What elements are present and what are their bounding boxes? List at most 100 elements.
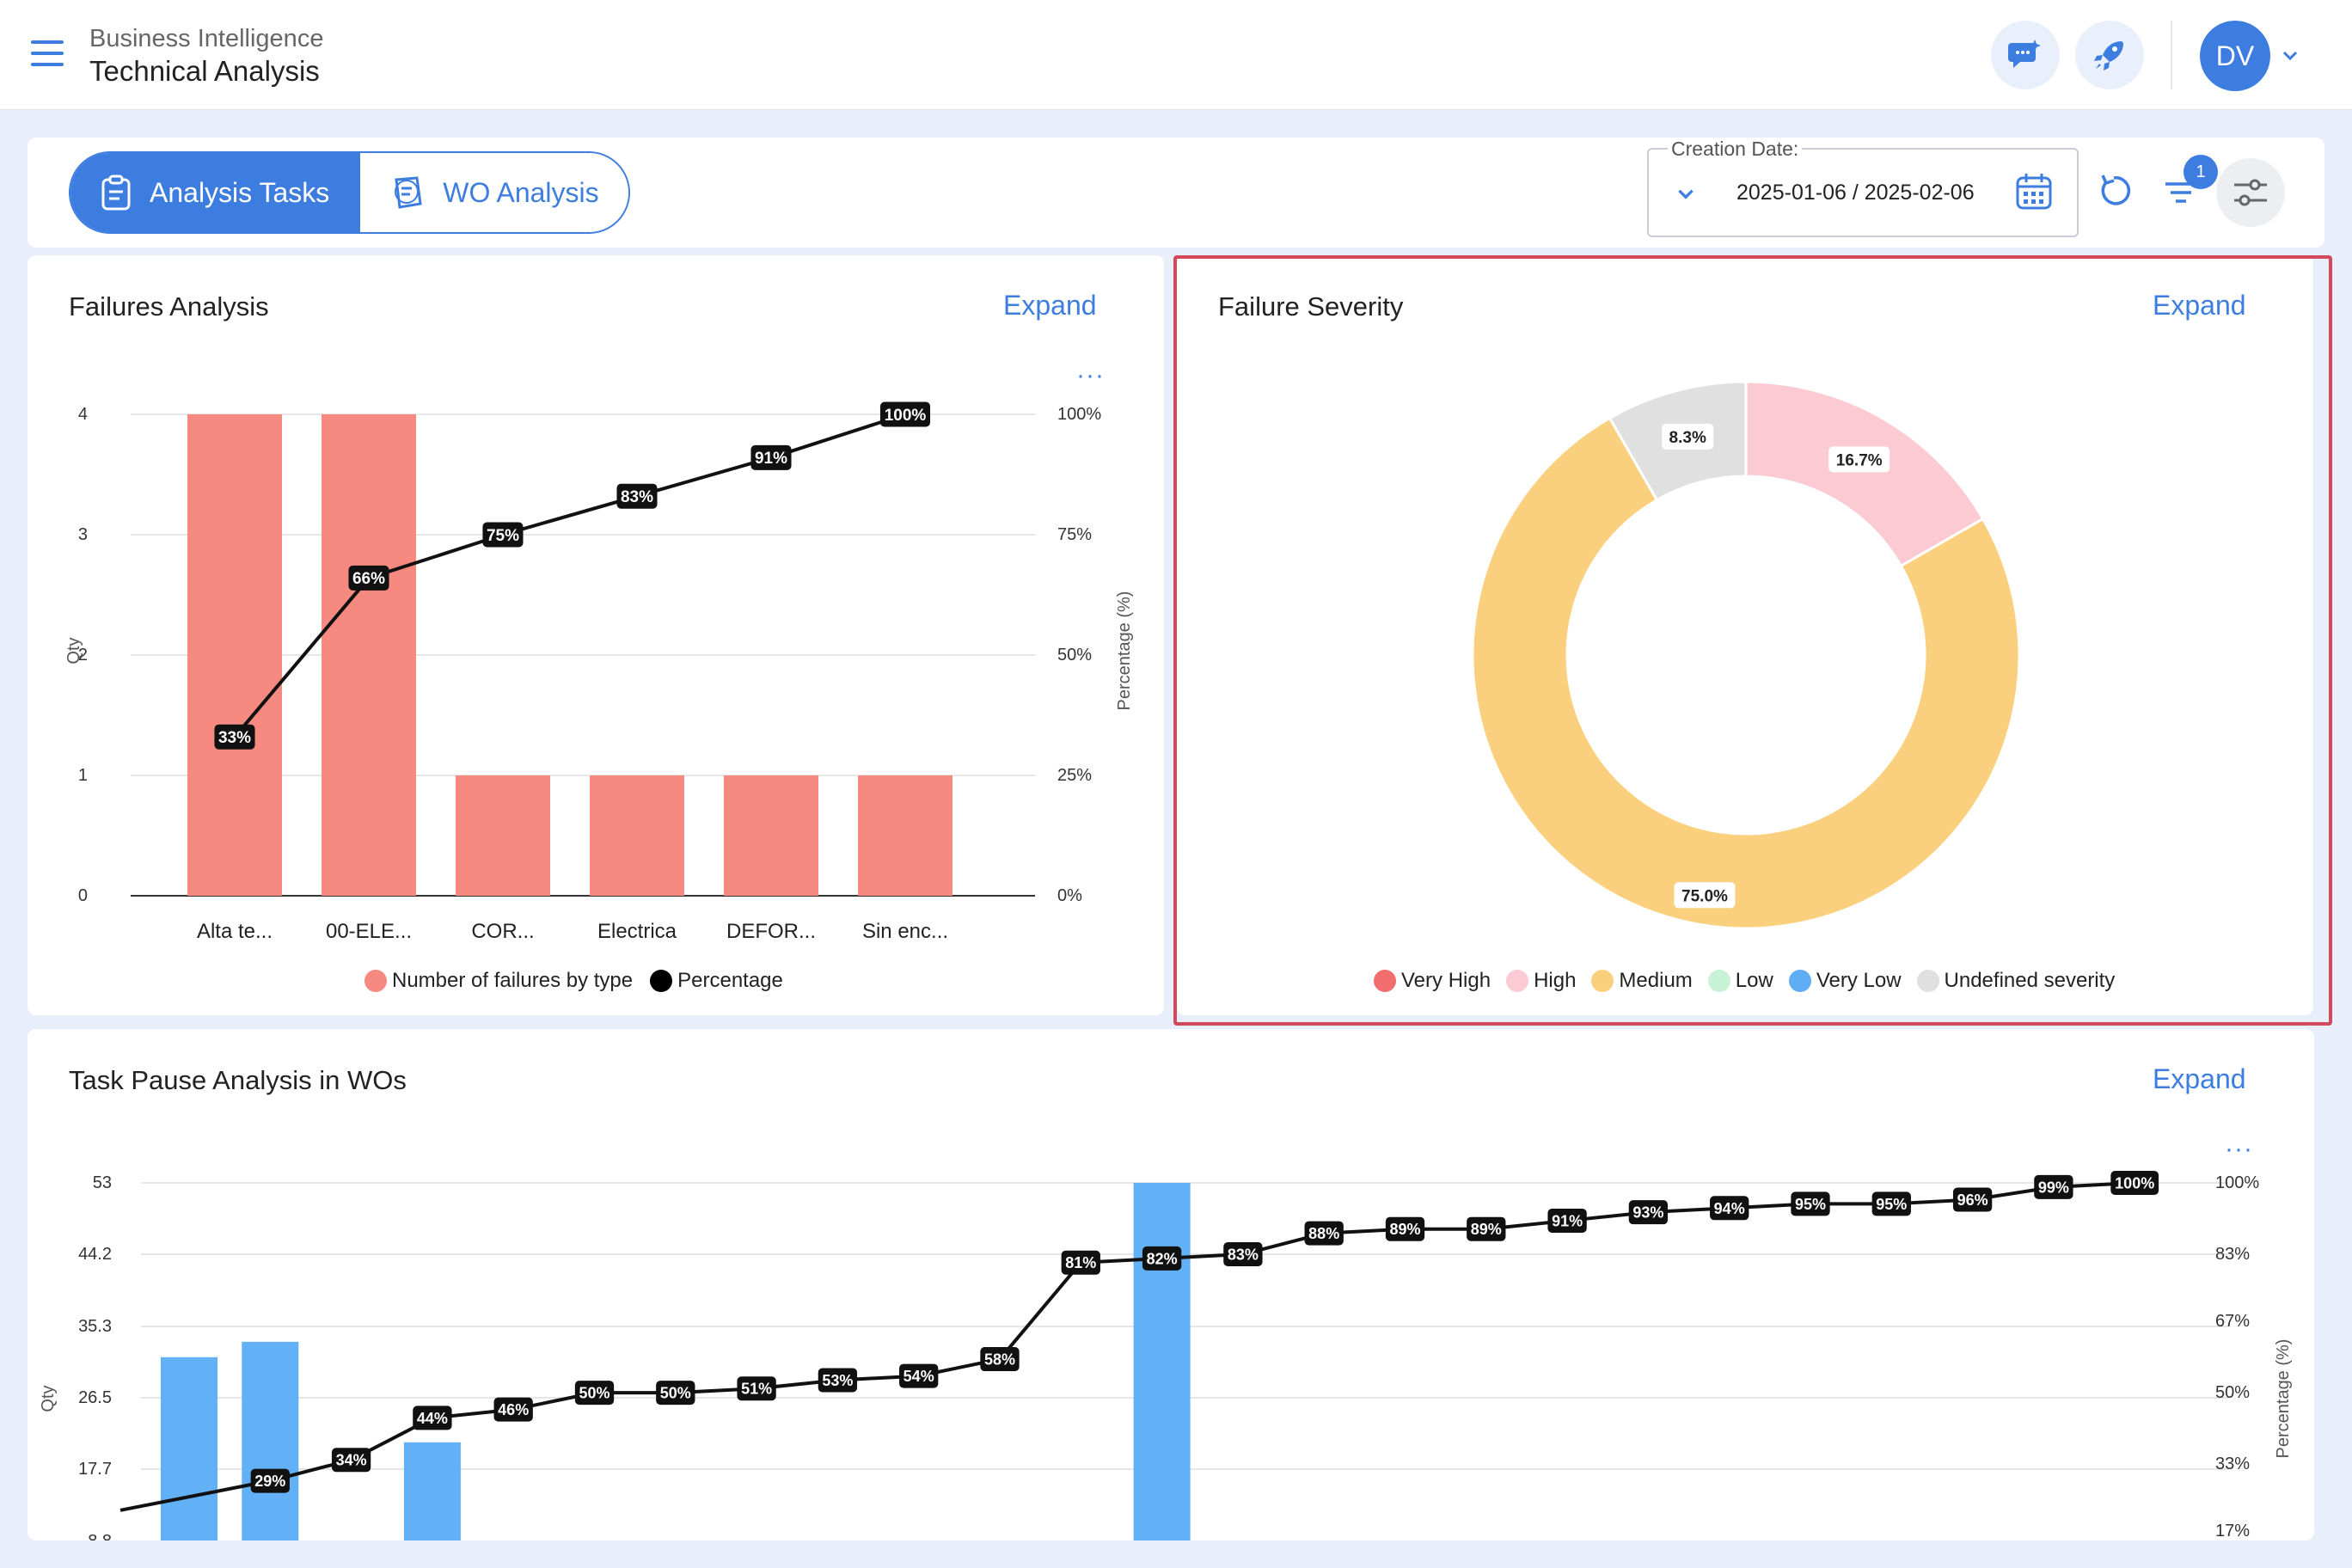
task-pause-expand-link[interactable]: Expand [2153,1063,2246,1094]
percentage-data-label-bg [482,522,524,548]
y2-axis-label: Percentage (%) [2274,1339,2293,1459]
creation-date-picker[interactable]: Creation Date: 2025-01-06 / 2025-02-06 [1647,138,2079,237]
severity-legend: Very High High Medium Low Very Low Undefined … [1374,969,2115,993]
percentage-data-label-bg [899,1363,939,1388]
task-pause-analysis-card: Task Pause Analysis in WOs Expand ··· 8.… [28,1029,2314,1540]
percentage-data-label: 58% [984,1351,1015,1369]
percentage-data-label-bg [1467,1216,1506,1241]
bar-4 [590,775,684,896]
y2-tick-label: 17% [2215,1522,2250,1540]
percentage-data-label-bg [2034,1174,2073,1199]
legend-item-low[interactable]: Low [1707,969,1773,993]
x-tick-label: Sin enc... [862,920,948,943]
legend-label: High [1534,969,1577,992]
slice-data-label-bg [1674,882,1736,909]
percentage-data-label: 46% [498,1401,529,1418]
percentage-data-label: 100% [885,407,927,425]
y-tick-label: 3 [78,525,88,544]
percentage-data-label-bg [656,1381,695,1406]
tab-wo-analysis[interactable]: WO Analysis [358,153,628,232]
percentage-data-label-bg [413,1406,452,1430]
avatar[interactable]: DV [2200,21,2270,91]
percentage-data-label: 95% [1876,1196,1907,1213]
sliders-icon [2234,179,2267,206]
y-tick-label: 4 [78,405,88,424]
percentage-data-label-bg [879,401,931,427]
legend-label: Number of failures by type [392,969,634,992]
legend-item-undefined-severity[interactable]: Undefined severity [1916,969,2116,993]
percentage-data-label: 53% [822,1372,853,1389]
refresh-button[interactable] [2094,170,2137,213]
failures-pareto-chart: 0 1 2 3 4 0% 25% 50% 75% 100% Qty Percentage (%) Alt… [64,401,1134,943]
percentage-data-label: 44% [417,1410,448,1427]
legend-label: Low [1735,969,1773,992]
chat-assistant-button[interactable] [1991,21,2060,89]
calendar-icon[interactable] [2015,172,2053,211]
settings-sliders-button[interactable] [2216,158,2285,227]
legend-swatch [1591,970,1614,992]
failures-expand-link[interactable]: Expand [1003,290,1097,321]
chevron-down-icon[interactable] [2280,45,2300,65]
legend-item-medium[interactable]: Medium [1591,969,1693,993]
legend-swatch [1788,970,1811,992]
slice-medium [1471,416,2021,930]
legend-swatch [1506,970,1529,992]
date-range-value: 2025-01-06 / 2025-02-06 [1736,181,1975,205]
task-pause-pareto-chart: 8.8 17.7 26.5 35.3 44.2 53 17% 33% 50% 67% 83% 100%… [39,1171,2293,1540]
slice-data-label-bg [1828,446,1890,473]
legend-item-failures[interactable]: Number of failures by type [364,969,633,993]
percentage-line [233,413,906,738]
failures-legend: Number of failures by type Percentage [364,969,783,993]
bar-1 [161,1357,217,1540]
bar-5 [724,775,818,896]
menu-icon[interactable] [31,40,64,68]
y2-tick-label: 75% [1057,525,1092,544]
toolbar: Analysis Tasks WO Analysis Creation Date… [28,138,2324,248]
severity-expand-link[interactable]: Expand [2153,290,2246,321]
legend-label: Medium [1619,969,1693,992]
failures-analysis-card: Failures Analysis Expand ··· 0 1 2 3 4 0% 25% 5… [28,255,1164,1015]
percentage-data-label: 75% [487,527,519,545]
launch-button[interactable] [2075,21,2144,89]
legend-item-very-low[interactable]: Very Low [1788,969,1902,993]
bar-2 [322,414,416,896]
percentage-data-label-bg [1871,1191,1911,1216]
legend-item-very-high[interactable]: Very High [1374,969,1491,993]
tab-analysis-tasks-label: Analysis Tasks [150,176,330,208]
bar-4 [403,1442,461,1540]
y2-tick-label: 33% [2215,1455,2250,1473]
legend-label: Very Low [1816,969,1902,992]
x-tick-label: DEFOR... [726,920,816,943]
legend-label: Percentage [677,969,783,992]
refresh-icon [2101,175,2131,205]
y-tick-label: 0 [78,886,88,905]
y2-tick-label: 25% [1057,766,1092,785]
percentage-data-label: 66% [352,570,385,588]
x-tick-label: Alta te... [197,920,273,943]
legend-label: Undefined severity [1944,969,2116,992]
task-pause-more-menu[interactable]: ··· [2225,1135,2253,1163]
y2-tick-label: 50% [1057,646,1092,665]
percentage-data-label-bg [214,724,255,750]
percentage-data-label: 95% [1795,1196,1826,1213]
severity-donut-chart: 16.7% 75.0% 8.3% [1471,380,2021,930]
failures-more-menu[interactable]: ··· [1076,361,1105,389]
percentage-data-label-bg [574,1381,615,1406]
tab-analysis-tasks[interactable]: Analysis Tasks [70,153,359,232]
percentage-data-label-bg [2110,1171,2159,1195]
percentage-data-label-bg [750,444,792,470]
x-tick-label: 00-ELE... [326,920,412,943]
creation-date-label: Creation Date: [1668,138,1803,161]
y-tick-label: 17.7 [78,1460,112,1479]
percentage-data-label-bg [1547,1208,1587,1233]
legend-item-high[interactable]: High [1506,969,1576,993]
legend-item-percentage[interactable]: Percentage [650,969,783,993]
failures-analysis-title: Failures Analysis [69,291,269,322]
percentage-data-label: 99% [2038,1179,2069,1196]
chat-sparkle-icon [2008,40,2041,68]
rocket-icon [2094,41,2123,70]
percentage-data-label: 93% [1632,1204,1663,1222]
slice-data-label: 16.7% [1836,451,1883,469]
legend-swatch [1707,970,1730,992]
chevron-down-icon[interactable] [1675,182,1697,205]
